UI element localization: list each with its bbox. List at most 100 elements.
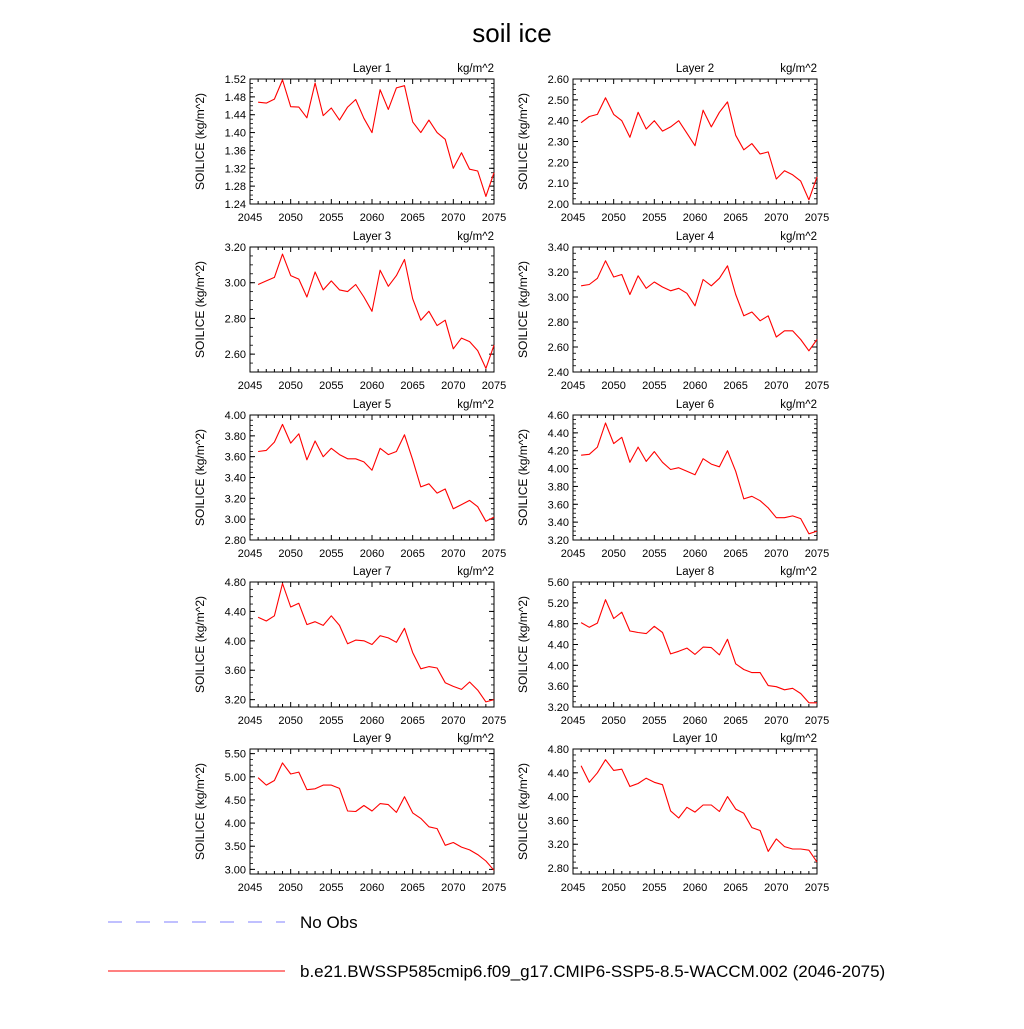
layer-9-series-line bbox=[257, 762, 495, 871]
layer-4-x-tick-label: 2050 bbox=[601, 380, 625, 392]
layer-10-title: Layer 10 bbox=[673, 733, 718, 745]
layer-3-units: kg/m^2 bbox=[457, 231, 494, 243]
layer-1-panel: 2045 2050 2055 2060 2065 2070 2075 1.24 1.28 1.32… bbox=[193, 63, 506, 224]
layer-3-panel: 2045 2050 2055 2060 2065 2070 2075 2.60 2.80 3.00… bbox=[193, 231, 506, 392]
layer-8-x-tick-label: 2075 bbox=[805, 715, 829, 727]
layer-8-x-tick-label: 2060 bbox=[683, 715, 707, 727]
layer-2-title: Layer 2 bbox=[676, 63, 714, 75]
layer-5-series-line bbox=[258, 423, 495, 522]
layer-10-panel: 2045 2050 2055 2060 2065 2070 2075 2.80 3.20 3.60… bbox=[516, 733, 829, 894]
layer-10-x-tick-label: 2050 bbox=[601, 882, 625, 894]
layer-8-x-tick-label: 2050 bbox=[601, 715, 625, 727]
layer-7-x-tick-label: 2050 bbox=[278, 715, 302, 727]
layer-6-x-tick-label: 2055 bbox=[642, 548, 666, 560]
layer-6-x-tick-label: 2060 bbox=[683, 548, 707, 560]
layer-1-y-tick-label: 1.32 bbox=[225, 163, 246, 175]
layer-7-y-axis-label: SOILICE (kg/m^2) bbox=[193, 596, 207, 693]
layer-9-y-tick-label: 4.50 bbox=[225, 795, 246, 807]
layer-9-y-tick-label: 3.00 bbox=[225, 864, 246, 876]
layer-2-x-tick-label: 2075 bbox=[805, 212, 829, 224]
layer-7-units: kg/m^2 bbox=[457, 566, 494, 578]
layer-2-y-tick-label: 2.20 bbox=[548, 157, 569, 169]
layer-6-panel: 2045 2050 2055 2060 2065 2070 2075 3.20 3.40 3.60… bbox=[516, 399, 829, 560]
layer-7-y-tick-label: 3.60 bbox=[225, 665, 246, 677]
figure-title: soil ice bbox=[472, 18, 551, 48]
layer-7-x-tick-label: 2055 bbox=[319, 715, 343, 727]
layer-9-x-tick-label: 2050 bbox=[278, 882, 302, 894]
layer-1-y-tick-label: 1.28 bbox=[225, 181, 246, 193]
layer-10-y-tick-label: 3.60 bbox=[548, 815, 569, 827]
layer-8-y-tick-label: 5.60 bbox=[548, 577, 569, 589]
layer-6-y-tick-label: 4.40 bbox=[548, 428, 569, 440]
layer-5-panel: 2045 2050 2055 2060 2065 2070 2075 2.80 3.00 3.20… bbox=[193, 399, 506, 560]
figure-legend: No Obs b.e21.BWSSP585cmip6.f09_g17.CMIP6… bbox=[108, 913, 885, 981]
layer-7-x-tick-label: 2060 bbox=[360, 715, 384, 727]
layer-3-x-tick-label: 2050 bbox=[278, 380, 302, 392]
layer-5-x-tick-label: 2045 bbox=[238, 548, 262, 560]
layer-10-x-tick-label: 2065 bbox=[723, 882, 747, 894]
layer-7-x-tick-label: 2065 bbox=[400, 715, 424, 727]
layer-7-y-tick-label: 3.20 bbox=[225, 695, 246, 707]
layer-1-x-tick-label: 2050 bbox=[278, 212, 302, 224]
layer-2-x-tick-label: 2065 bbox=[723, 212, 747, 224]
layer-6-x-tick-label: 2050 bbox=[601, 548, 625, 560]
layer-8-y-axis-label: SOILICE (kg/m^2) bbox=[516, 596, 530, 693]
layer-4-title: Layer 4 bbox=[676, 231, 715, 243]
layer-5-x-tick-label: 2055 bbox=[319, 548, 343, 560]
layer-10-units: kg/m^2 bbox=[780, 733, 817, 745]
layer-6-y-tick-label: 3.60 bbox=[548, 499, 569, 511]
layer-6-y-tick-label: 3.80 bbox=[548, 481, 569, 493]
layer-8-panel: 2045 2050 2055 2060 2065 2070 2075 3.20 3.60 4.00… bbox=[516, 566, 829, 727]
layer-4-y-tick-label: 2.40 bbox=[548, 367, 569, 379]
layer-7-x-tick-label: 2045 bbox=[238, 715, 262, 727]
layer-10-x-tick-label: 2060 bbox=[683, 882, 707, 894]
layer-6-y-tick-label: 4.60 bbox=[548, 410, 569, 422]
layer-6-y-tick-label: 3.20 bbox=[548, 535, 569, 547]
layer-5-units: kg/m^2 bbox=[457, 399, 494, 411]
layer-1-y-tick-label: 1.48 bbox=[225, 92, 246, 104]
layer-9-x-tick-label: 2065 bbox=[400, 882, 424, 894]
layer-7-y-tick-label: 4.80 bbox=[225, 577, 246, 589]
layer-6-y-tick-label: 3.40 bbox=[548, 517, 569, 529]
layer-10-y-tick-label: 4.80 bbox=[548, 744, 569, 756]
layer-5-y-tick-label: 3.80 bbox=[225, 431, 246, 443]
layer-4-x-tick-label: 2045 bbox=[561, 380, 585, 392]
layer-9-y-tick-label: 5.50 bbox=[225, 749, 246, 761]
layer-1-y-tick-label: 1.24 bbox=[225, 199, 246, 211]
layer-3-y-tick-label: 2.60 bbox=[225, 349, 246, 361]
layer-4-units: kg/m^2 bbox=[780, 231, 817, 243]
layer-8-y-tick-label: 4.80 bbox=[548, 619, 569, 631]
layer-7-x-tick-label: 2070 bbox=[441, 715, 465, 727]
layer-5-y-tick-label: 2.80 bbox=[225, 535, 246, 547]
layer-9-y-tick-label: 4.00 bbox=[225, 818, 246, 830]
layer-1-x-tick-label: 2055 bbox=[319, 212, 343, 224]
layer-7-x-tick-label: 2075 bbox=[482, 715, 506, 727]
layer-2-y-tick-label: 2.40 bbox=[548, 116, 569, 128]
layer-6-y-axis-label: SOILICE (kg/m^2) bbox=[516, 429, 530, 526]
layer-9-panel: 2045 2050 2055 2060 2065 2070 2075 3.00 3.50 4.00… bbox=[193, 733, 506, 894]
layer-2-x-tick-label: 2060 bbox=[683, 212, 707, 224]
layer-2-series-line bbox=[580, 97, 818, 201]
layer-1-units: kg/m^2 bbox=[457, 63, 494, 75]
layer-10-y-tick-label: 2.80 bbox=[548, 863, 569, 875]
layer-6-title: Layer 6 bbox=[676, 399, 714, 411]
layer-5-y-tick-label: 3.60 bbox=[225, 452, 246, 464]
layer-6-y-tick-label: 4.20 bbox=[548, 446, 569, 458]
layer-3-x-tick-label: 2060 bbox=[360, 380, 384, 392]
layer-4-x-tick-label: 2055 bbox=[642, 380, 666, 392]
layer-4-y-tick-label: 3.00 bbox=[548, 292, 569, 304]
panel-grid: 2045 2050 2055 2060 2065 2070 2075 1.24 1.28 1.32… bbox=[193, 63, 829, 894]
layer-10-x-tick-label: 2075 bbox=[805, 882, 829, 894]
layer-1-x-tick-label: 2045 bbox=[238, 212, 262, 224]
layer-8-x-tick-label: 2070 bbox=[764, 715, 788, 727]
layer-2-y-tick-label: 2.00 bbox=[548, 199, 569, 211]
layer-8-title: Layer 8 bbox=[676, 566, 714, 578]
layer-9-title: Layer 9 bbox=[353, 733, 391, 745]
layer-10-y-tick-label: 4.40 bbox=[548, 768, 569, 780]
layer-2-y-axis-label: SOILICE (kg/m^2) bbox=[516, 93, 530, 190]
layer-6-x-tick-label: 2065 bbox=[723, 548, 747, 560]
layer-4-x-tick-label: 2060 bbox=[683, 380, 707, 392]
layer-10-y-tick-label: 4.00 bbox=[548, 792, 569, 804]
